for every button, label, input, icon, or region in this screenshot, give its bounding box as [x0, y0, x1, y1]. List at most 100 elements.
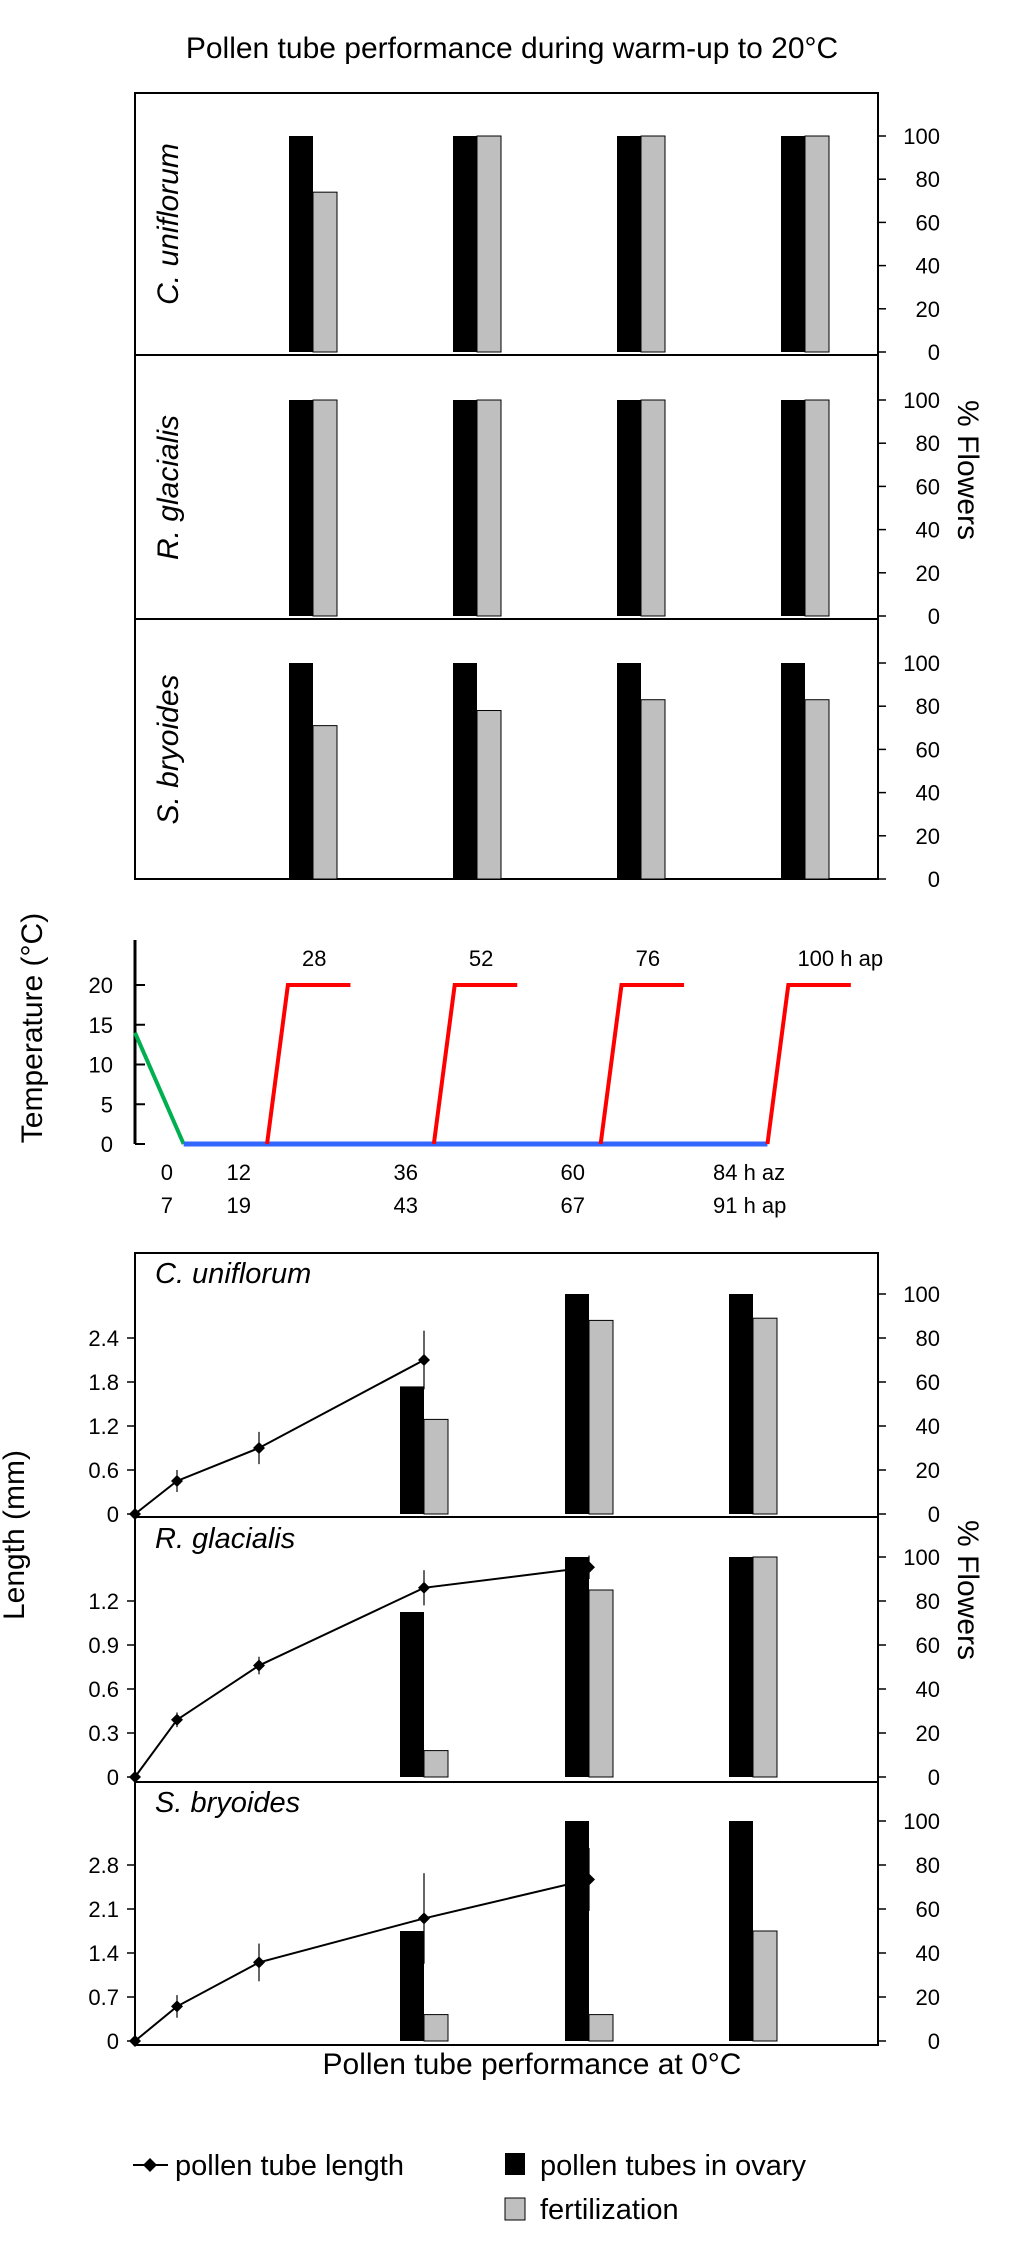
cold-right-tick-label: 60 — [916, 1897, 940, 1922]
length-point — [418, 1354, 430, 1366]
cold-left-tick-label: 0.6 — [88, 1458, 119, 1483]
cold-right-tick-label: 80 — [916, 1853, 940, 1878]
pollen-length-line — [134, 1359, 425, 1515]
legend-black-swatch — [505, 2153, 525, 2175]
cold-bar-fertilization — [423, 1750, 449, 1778]
temperature-tick-label: 10 — [89, 1053, 113, 1078]
warmup-tick-label: 60 — [916, 474, 940, 499]
warmup-tick-label: 60 — [916, 737, 940, 762]
warmup-bar-tubes — [289, 136, 313, 352]
warmup-ylabel: % Flowers — [951, 400, 984, 540]
cold-bar-fertilization — [752, 1930, 778, 2042]
cold-left-tick-label: 0.6 — [88, 1677, 119, 1702]
legend-line-label: pollen tube length — [175, 2150, 404, 2182]
temperature-xtick-ap: 7 — [161, 1193, 173, 1218]
warmup-bar-fertilization — [804, 135, 830, 353]
temperature-tick-label: 0 — [101, 1132, 113, 1157]
cold-left-tick-label: 2.8 — [88, 1853, 119, 1878]
length-point — [171, 1475, 183, 1487]
warmup-species-label: R. glacialis — [152, 415, 185, 560]
cold-left-tick-label: 0 — [107, 2029, 119, 2054]
warmup-species-label: S. bryoides — [152, 674, 185, 824]
cold-bar-tubes — [565, 1294, 589, 1514]
length-point — [583, 1873, 595, 1886]
warmup-tick-label: 80 — [916, 167, 940, 192]
cold-left-tick-label: 0.7 — [88, 1985, 119, 2010]
warmup-species-label: C. uniflorum — [152, 143, 185, 305]
warmup-bar-fertilization — [312, 191, 338, 353]
cold-bar-tubes — [565, 1557, 589, 1777]
cold-ylabel-right: % Flowers — [951, 1520, 984, 1660]
warmup-bar-tubes — [289, 663, 313, 879]
cold-left-tick-label: 2.1 — [88, 1897, 119, 1922]
cold-bar-tubes — [400, 1386, 424, 1514]
cold-left-tick-label: 0 — [107, 1502, 119, 1527]
warmup-bar-tubes — [617, 400, 641, 616]
warmup-tick-label: 100 — [903, 124, 940, 149]
warmup-tick-label: 100 — [903, 651, 940, 676]
warmup-ramp-line — [431, 983, 518, 1145]
warmup-bar-tubes — [781, 136, 805, 352]
cold-bar-tubes — [400, 1931, 424, 2041]
warmup-end-label: 76 — [636, 946, 660, 971]
warmup-bar-fertilization — [640, 399, 666, 617]
warmup-bar-fertilization — [312, 399, 338, 617]
temperature-tick-label: 5 — [101, 1092, 113, 1117]
cold-right-tick-label: 60 — [916, 1633, 940, 1658]
length-point — [171, 1713, 183, 1726]
warmup-bar-tubes — [781, 663, 805, 879]
warmup-bar-fertilization — [640, 699, 666, 880]
cold-right-tick-label: 100 — [903, 1545, 940, 1570]
pollen-length-line — [134, 1878, 590, 2042]
cold-right-tick-label: 20 — [916, 1721, 940, 1746]
temperature-tick-label: 20 — [89, 973, 113, 998]
warmup-bar-tubes — [617, 663, 641, 879]
length-point — [418, 1912, 430, 1925]
cold-species-label: S. bryoides — [155, 1787, 300, 1819]
warmup-tick-label: 80 — [916, 431, 940, 456]
cold-bar-fertilization — [423, 1418, 449, 1515]
warmup-title: Pollen tube performance during warm-up t… — [186, 32, 838, 65]
warmup-end-label: 100 h ap — [797, 946, 883, 971]
warmup-bar-tubes — [453, 136, 477, 352]
cold-right-tick-label: 20 — [916, 1458, 940, 1483]
cold-right-tick-label: 40 — [916, 1414, 940, 1439]
cold-right-tick-label: 40 — [916, 1677, 940, 1702]
legend-diamond-icon — [143, 2158, 157, 2172]
warmup-bar-fertilization — [804, 399, 830, 617]
warmup-tick-label: 0 — [928, 867, 940, 892]
legend-grey-label: fertilization — [540, 2194, 679, 2226]
warmup-bar-tubes — [453, 663, 477, 879]
cold-right-tick-label: 80 — [916, 1326, 940, 1351]
warmup-tick-label: 40 — [916, 254, 940, 279]
length-point — [171, 2000, 183, 2013]
cold-species-label: R. glacialis — [155, 1523, 295, 1555]
temperature-xtick-ap: 19 — [227, 1193, 251, 1218]
warmup-tick-label: 20 — [916, 561, 940, 586]
cold-right-tick-label: 20 — [916, 1985, 940, 2010]
warmup-bar-fertilization — [640, 135, 666, 353]
cold-species-label: C. uniflorum — [155, 1258, 311, 1290]
cold-bar-tubes — [729, 1821, 753, 2041]
temperature-chart: 0 5 10 15 20 28 52 76 100 h ap 0 12 36 60 84 h az 7 19 4… — [89, 940, 883, 1218]
cold-bar-tubes — [565, 1821, 589, 2041]
temperature-xtick-az: 84 h az — [713, 1160, 785, 1185]
warmup-tick-label: 0 — [928, 340, 940, 365]
temperature-ylabel: Temperature (°C) — [16, 913, 49, 1143]
warmup-tick-label: 100 — [903, 388, 940, 413]
cold-bar-tubes — [400, 1612, 424, 1777]
cold-bar-tubes — [729, 1557, 753, 1777]
warmup-ramp-line — [598, 983, 685, 1145]
warmup-bar-fertilization — [476, 399, 502, 617]
temperature-xtick-az: 60 — [561, 1160, 585, 1185]
cold-ylabel-left: Length (mm) — [0, 1450, 31, 1620]
cold-left-tick-label: 1.8 — [88, 1370, 119, 1395]
temperature-xtick-ap: 43 — [394, 1193, 418, 1218]
cold-right-tick-label: 100 — [903, 1282, 940, 1307]
warmup-tick-label: 20 — [916, 297, 940, 322]
cold-right-tick-label: 0 — [928, 2029, 940, 2054]
temperature-xtick-az: 12 — [227, 1160, 251, 1185]
length-point — [418, 1581, 430, 1594]
warmup-bar-tubes — [781, 400, 805, 616]
warmup-tick-label: 40 — [916, 781, 940, 806]
